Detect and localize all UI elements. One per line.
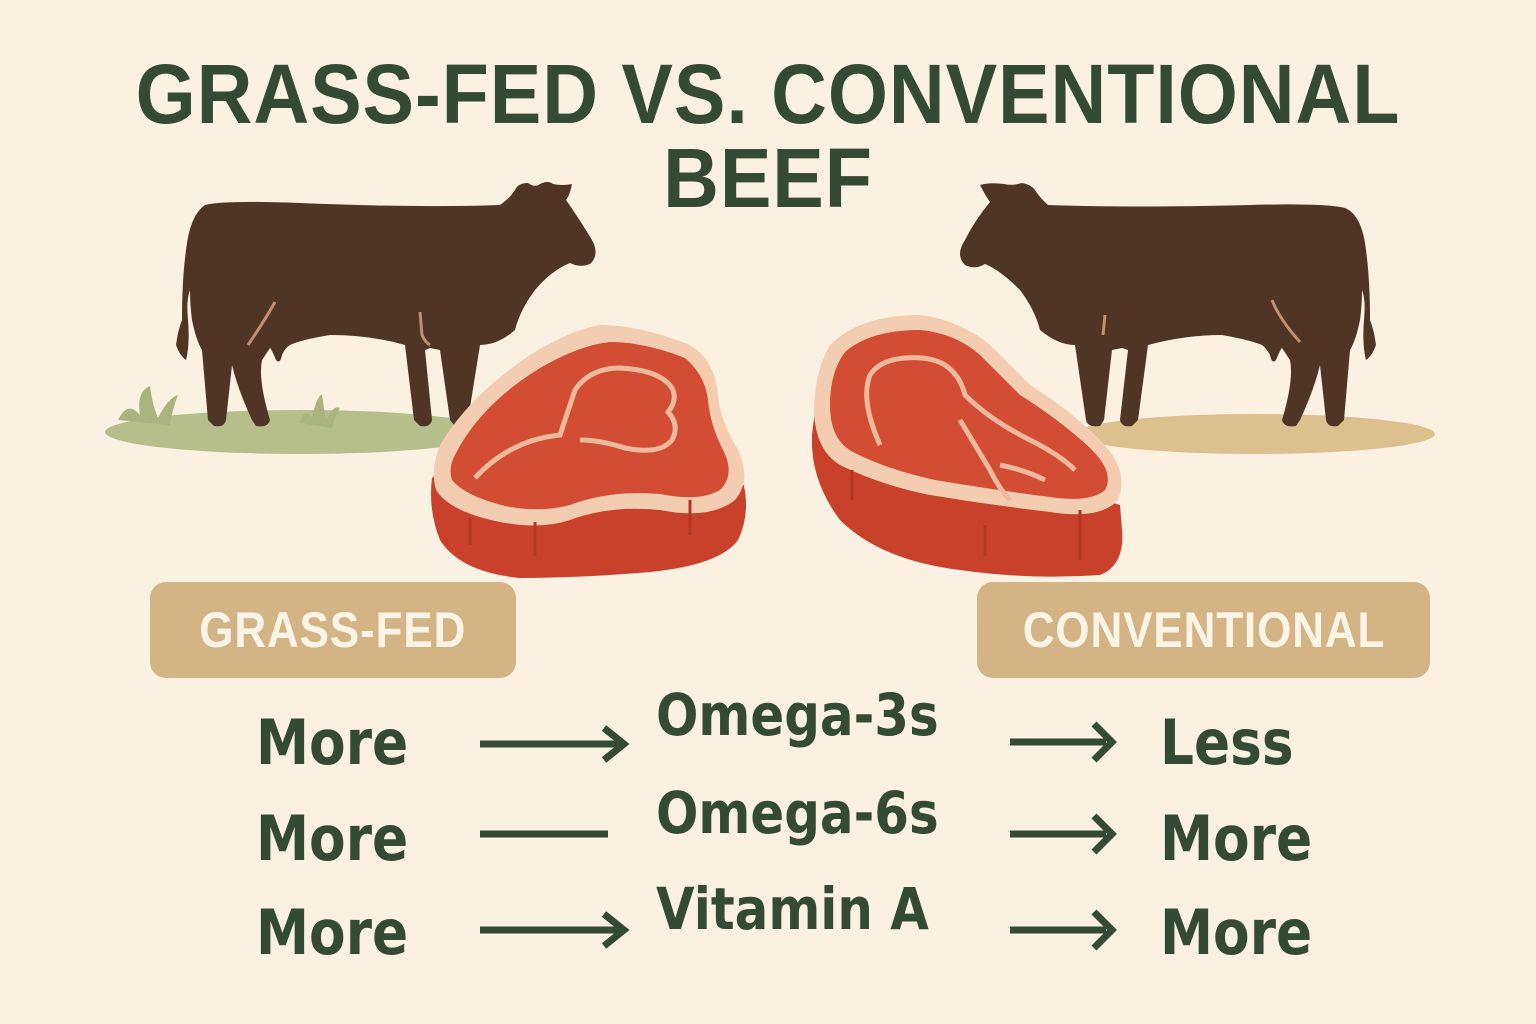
nutrient-name: Omega-3s [656,681,939,749]
nutrient-name: Vitamin A [656,875,929,943]
nutrient-name: Omega-6s [656,779,939,847]
right-cow-leg-highlight-icon [1101,299,1302,344]
page-title: GRASS-FED VS. CONVENTIONAL BEEF [135,47,1401,225]
right-cow-icon [960,183,1376,427]
arrow-right-icon [480,911,630,949]
arrow-right-icon [480,725,630,763]
grass-fed-value: More [256,706,409,779]
grass-fed-value: More [256,802,409,875]
arrow-right-icon [1010,721,1117,763]
left-cow-icon [176,182,596,427]
conventional-label: CONVENTIONAL [977,582,1430,678]
grass-fed-steak-icon [431,325,746,578]
conventional-value: Less [1160,706,1294,779]
arrow-right-icon [1010,909,1117,951]
arrow-right-icon [1010,813,1117,855]
grass-fed-label-text: GRASS-FED [199,602,467,658]
grass-fed-value: More [256,896,409,969]
comparison-arrows [480,721,1117,951]
left-cow-leg-highlight-icon [246,301,431,347]
conventional-value: More [1160,896,1313,969]
grass-ground-icon [105,386,495,454]
conventional-value: More [1160,802,1313,875]
conventional-steak-icon [811,315,1123,577]
conventional-label-text: CONVENTIONAL [1022,602,1385,658]
dirt-ground-icon [1075,414,1435,454]
grass-fed-label: GRASS-FED [150,582,516,678]
